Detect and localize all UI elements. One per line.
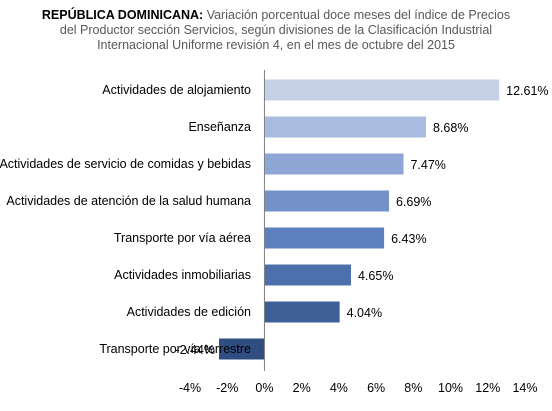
value-label-0: 12.61% [506,84,548,98]
value-label-1: 8.68% [433,121,468,135]
value-label-2: 7.47% [410,158,445,172]
category-label-4: Transporte por vía aérea [114,231,251,245]
x-tick-label-9: 14% [512,381,537,395]
x-tick-label-5: 6% [367,381,385,395]
chart-title-bold: REPÚBLICA DOMINICANA: [41,8,204,22]
x-tick-label-2: 0% [255,381,273,395]
category-label-7: Transporte por vía terrestre [99,342,251,356]
value-label-6: 4.04% [347,306,382,320]
category-labels: Actividades de alojamiento Enseñanza Activ… [0,83,251,356]
x-tick-label-3: 2% [293,381,311,395]
value-label-5: 4.65% [358,269,393,283]
chart-title: REPÚBLICA DOMINICANA: Variación porcentu… [40,8,512,53]
x-tick-label-4: 4% [330,381,348,395]
x-tick-label-1: -2% [216,381,238,395]
value-label-3: 6.69% [396,195,431,209]
value-labels: 12.61% 8.68% 7.47% 6.69% 6.43% 4.65% 4.04% -2.4… [175,84,548,357]
chart-title-rest: Variación porcentual doce meses del índi… [59,8,511,52]
bar-1 [264,116,426,138]
value-label-4: 6.43% [391,232,426,246]
x-axis-ticks: -4% -2% 0% 2% 4% 6% 8% 10% 12% 14% [179,381,538,395]
x-tick-label-7: 10% [438,381,463,395]
bars-group [219,79,500,360]
value-label-7: -2.44% [175,343,215,357]
x-tick-label-0: -4% [179,381,201,395]
category-label-0: Actividades de alojamiento [102,83,251,97]
bar-7 [219,338,265,360]
bar-3 [264,190,389,212]
x-tick-label-6: 8% [404,381,422,395]
category-label-3: Actividades de atención de la salud huma… [6,194,251,208]
x-tick-label-8: 12% [475,381,500,395]
bar-4 [264,227,385,249]
category-label-1: Enseñanza [188,120,251,134]
category-label-2: Actividades de servicio de comidas y beb… [0,157,251,171]
bar-0 [264,79,500,101]
bar-5 [264,264,351,286]
bar-6 [264,301,340,323]
category-label-6: Actividades de edición [127,305,251,319]
bar-2 [264,153,404,175]
category-label-5: Actividades inmobiliarias [114,268,251,282]
